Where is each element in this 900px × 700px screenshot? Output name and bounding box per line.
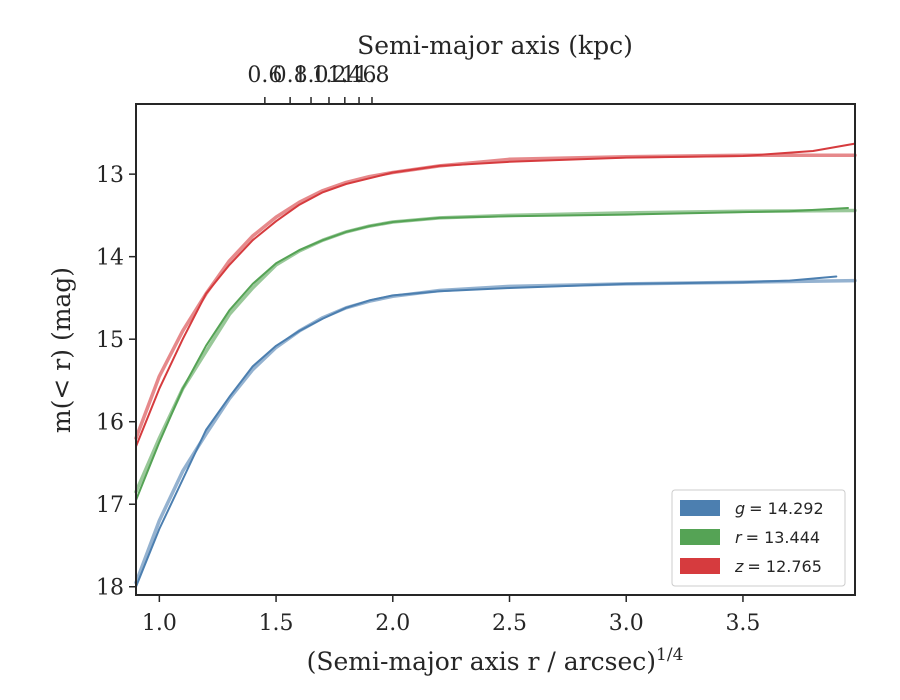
legend-label: g = 14.292 bbox=[735, 499, 824, 518]
legend-value: = 12.765 bbox=[747, 557, 821, 576]
series-model-line-2 bbox=[134, 153, 857, 440]
plot-area bbox=[134, 142, 857, 588]
top-tick-label: 1.0 bbox=[294, 63, 329, 88]
y-tick-label: 17 bbox=[96, 493, 124, 518]
series-data-line-1 bbox=[135, 207, 849, 502]
plot-frame bbox=[135, 103, 856, 596]
x-tick-label: 2.0 bbox=[375, 611, 410, 636]
legend-swatch bbox=[680, 529, 720, 545]
top-axis-ticks: 0.60.81.01.21.41.61.8 bbox=[247, 63, 389, 104]
y-tick-label: 18 bbox=[96, 576, 124, 601]
legend-label: r = 13.444 bbox=[735, 528, 820, 547]
top-tick-label: 1.8 bbox=[354, 63, 389, 88]
y-tick-label: 15 bbox=[96, 328, 124, 353]
x-tick-label: 3.5 bbox=[725, 611, 760, 636]
series-data-line-0 bbox=[135, 275, 838, 588]
legend-band: g bbox=[735, 499, 745, 518]
top-tick-label: 0.6 bbox=[247, 63, 282, 88]
bottom-axis-title-superscript: 1/4 bbox=[656, 645, 683, 665]
bottom-axis-title-main: (Semi-major axis r / arcsec) bbox=[307, 647, 656, 676]
legend-value: = 14.292 bbox=[749, 499, 823, 518]
legend-swatch bbox=[680, 500, 720, 516]
y-tick-label: 14 bbox=[96, 246, 124, 271]
x-tick-label: 1.0 bbox=[142, 611, 177, 636]
top-axis-title: Semi-major axis (kpc) bbox=[357, 31, 633, 60]
top-tick-label: 1.2 bbox=[311, 63, 346, 88]
y-tick-label: 16 bbox=[96, 411, 124, 436]
y-tick-label: 13 bbox=[96, 163, 124, 188]
legend-band: z bbox=[734, 557, 744, 576]
legend-value: = 13.444 bbox=[746, 528, 820, 547]
left-axis-title: m(< r) (mag) bbox=[47, 267, 76, 433]
legend-label: z = 12.765 bbox=[734, 557, 822, 576]
bottom-axis-ticks: 1.0 1.5 2.0 2.5 3.0 3.5 bbox=[142, 595, 760, 636]
x-tick-label: 2.5 bbox=[492, 611, 527, 636]
x-tick-label: 3.0 bbox=[609, 611, 644, 636]
legend-band: r bbox=[735, 528, 743, 547]
x-tick-label: 1.5 bbox=[259, 611, 294, 636]
legend-swatch bbox=[680, 558, 720, 574]
series-lines bbox=[134, 142, 857, 588]
series-data-line-2 bbox=[135, 142, 856, 448]
top-tick-label: 0.8 bbox=[273, 63, 308, 88]
bottom-axis-title: (Semi-major axis r / arcsec)1/4 bbox=[307, 645, 684, 676]
top-tick-label: 1.6 bbox=[342, 63, 377, 88]
left-axis-ticks: 13 14 15 16 17 18 bbox=[96, 163, 136, 601]
top-tick-label: 1.4 bbox=[327, 63, 362, 88]
